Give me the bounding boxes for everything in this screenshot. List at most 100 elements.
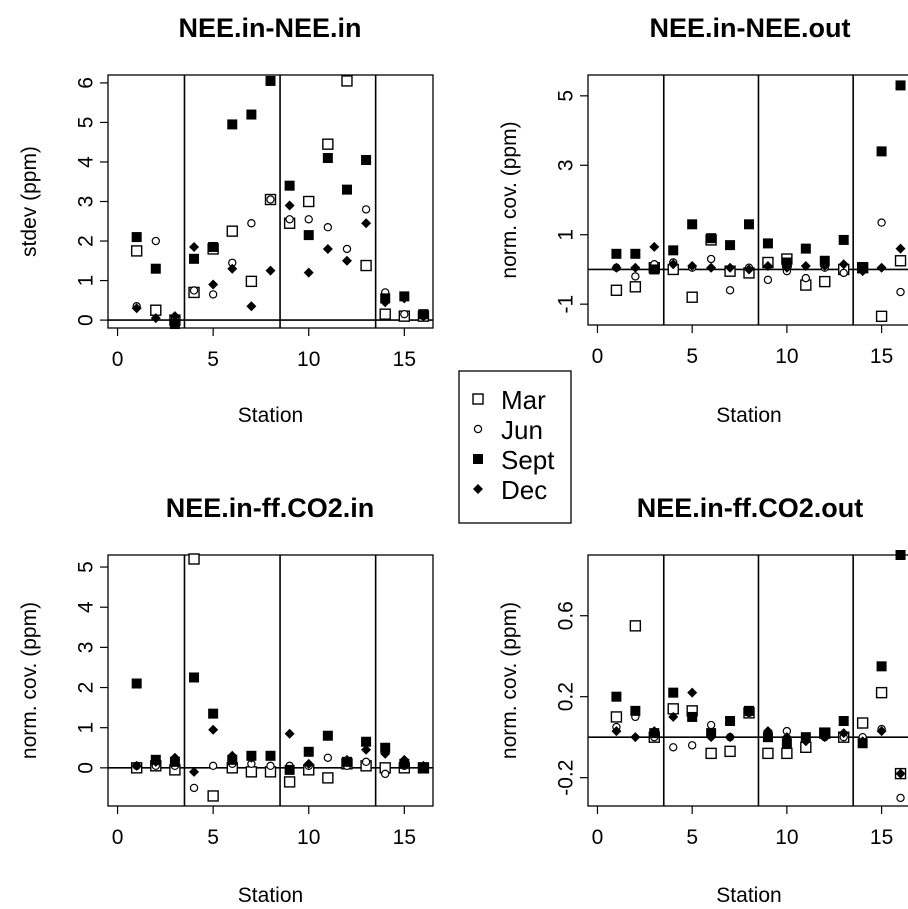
point-jun [342, 244, 352, 254]
point-dec [399, 293, 410, 304]
point-sept [361, 154, 372, 165]
y-tick-label: 0.2 [554, 682, 577, 711]
x-tick-label: 0 [112, 826, 124, 849]
point-dec [246, 752, 257, 763]
series-dec [611, 241, 906, 277]
y-tick-label: 5 [554, 90, 577, 102]
point-dec [819, 732, 830, 743]
point-jun [323, 753, 333, 763]
point-sept [706, 233, 717, 244]
y-tick-label: 3 [74, 196, 97, 208]
point-sept [762, 238, 773, 249]
point-dec [762, 726, 773, 737]
x-tick-label: 15 [870, 826, 893, 849]
legend-marker-jun [473, 424, 483, 434]
point-dec [322, 730, 333, 741]
point-dec [150, 313, 161, 324]
point-dec [322, 243, 333, 254]
x-tick-label: 5 [207, 348, 219, 371]
point-jun [400, 309, 409, 319]
point-jun [304, 215, 313, 224]
point-dec [762, 260, 773, 271]
plot-frame [587, 74, 908, 326]
panel-title: NEE.in-NEE.out [650, 13, 851, 43]
plot-frame [107, 554, 434, 807]
point-dec [706, 732, 717, 743]
point-mar [894, 255, 907, 267]
point-dec [189, 766, 200, 777]
point-sept [762, 732, 773, 743]
point-jun [361, 205, 371, 214]
point-mar [610, 284, 623, 296]
point-sept [284, 764, 295, 775]
legend-marker-dec [473, 484, 483, 494]
point-jun [189, 286, 199, 295]
y-tick-label: 2 [74, 682, 97, 694]
point-jun [687, 741, 697, 750]
plot-frame [587, 554, 908, 807]
point-dec [399, 754, 410, 765]
point-mar [245, 766, 258, 778]
point-dec [838, 728, 849, 739]
point-dec [668, 259, 679, 270]
point-jun [801, 273, 811, 283]
point-dec [800, 260, 811, 271]
point-dec [687, 260, 698, 271]
point-dec [876, 262, 887, 273]
point-dec [781, 262, 792, 273]
point-sept [169, 319, 180, 330]
legend-marker-sept [473, 454, 483, 464]
legend-label-jun: Jun [501, 415, 543, 445]
point-mar [283, 776, 296, 788]
point-sept [819, 255, 830, 266]
point-mar [322, 772, 334, 784]
point-dec [819, 260, 830, 271]
panel-1: NEE.in-NEE.in 0 5 10 15 0 1 2 3 4 5 6 Station stdev (… [18, 13, 434, 427]
panel-title: NEE.in-ff.CO2.in [166, 493, 375, 523]
point-dec [649, 726, 660, 737]
point-mar [819, 275, 831, 288]
y-axis-label: norm. cov. (ppm) [18, 602, 41, 759]
point-jun [247, 219, 256, 228]
point-mar [130, 245, 143, 257]
data-points [610, 550, 907, 803]
point-dec [611, 726, 622, 737]
point-dec [895, 243, 906, 254]
point-sept [189, 253, 200, 264]
y-tick-label: 4 [74, 601, 97, 613]
point-dec [418, 760, 429, 771]
point-dec [131, 303, 142, 314]
point-sept [630, 248, 641, 259]
point-dec [227, 263, 238, 274]
series-dec [611, 687, 906, 779]
point-sept [800, 243, 811, 254]
point-dec [630, 732, 641, 743]
point-dec [744, 264, 754, 275]
point-dec [380, 297, 391, 308]
point-dec [227, 750, 238, 761]
x-tick-label: 10 [775, 345, 798, 368]
point-sept [265, 75, 276, 86]
point-sept [131, 232, 142, 243]
point-sept [725, 715, 736, 726]
point-dec [781, 732, 792, 743]
point-sept [687, 711, 698, 722]
point-sept [649, 264, 660, 275]
point-dec [208, 724, 219, 735]
panel-3: NEE.in-ff.CO2.in 0 5 10 15 0 1 2 3 4 5 Station norm.… [18, 493, 434, 907]
point-dec [208, 279, 219, 290]
x-tick-label: 10 [297, 348, 320, 371]
x-tick-label: 0 [592, 345, 604, 368]
point-dec [800, 736, 811, 747]
y-tick-label: 3 [554, 159, 577, 171]
point-jun [631, 272, 640, 281]
x-axis-label: Station [716, 884, 781, 907]
y-tick-label: 1 [554, 229, 577, 241]
y-tick-label: 5 [74, 117, 97, 129]
panel-title: NEE.in-NEE.in [178, 13, 361, 43]
legend-label-dec: Dec [501, 475, 547, 505]
x-tick-label: 5 [207, 826, 219, 849]
point-jun [669, 743, 678, 752]
